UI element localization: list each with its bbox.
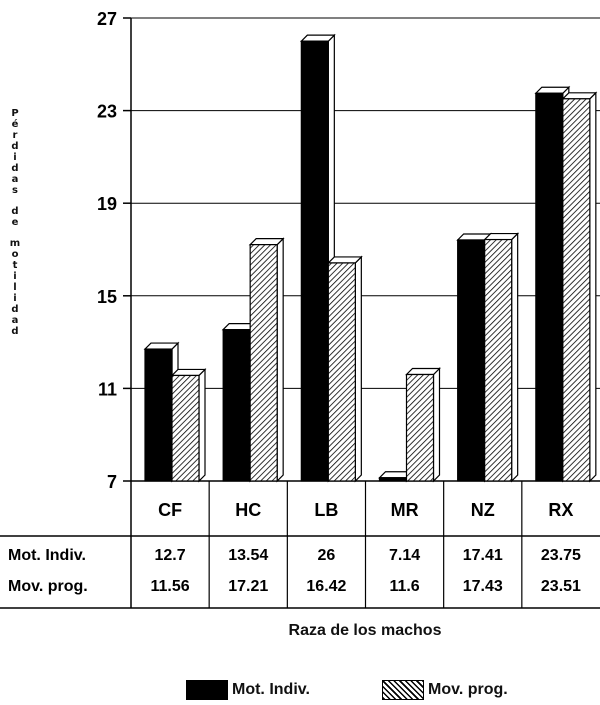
y-tick-labels: 7 11 15 19 23 27: [97, 9, 117, 492]
table-cell: 17.41: [463, 547, 503, 564]
bars: [143, 33, 598, 483]
y-label-letter: a: [11, 174, 19, 185]
bar-lb-mov-prog: [326, 255, 363, 483]
bar-front: [378, 477, 408, 482]
y-tick-label: 19: [97, 194, 117, 214]
bar-front: [171, 374, 200, 482]
bar-nz-mov-prog: [483, 232, 520, 483]
y-label-letter: o: [11, 249, 19, 260]
bar-front: [249, 244, 278, 482]
bar-top: [170, 368, 207, 377]
table-cell: 26: [318, 547, 336, 564]
bar-front: [144, 348, 173, 482]
bar-top: [534, 86, 571, 94]
y-tick-label: 7: [107, 472, 117, 492]
y-label-letter: d: [11, 163, 19, 174]
legend-item-mot-indiv: Mot. Indiv.: [186, 680, 310, 700]
bar-front: [405, 373, 435, 482]
y-label-letter: s: [12, 185, 18, 196]
category-label: NZ: [471, 500, 495, 520]
y-label-letter: é: [11, 119, 19, 130]
bar-side: [198, 367, 206, 483]
bar-front: [562, 98, 591, 482]
y-label-letter: i: [13, 271, 17, 282]
data-table: CF HC LB MR NZ RX Mot. Indiv. 12.7 13.54 26 7.14 17…: [0, 481, 600, 609]
category-label: MR: [391, 500, 419, 520]
table-cell: 23.75: [541, 547, 581, 564]
y-label-letter: r: [12, 130, 18, 141]
bar-top: [248, 238, 285, 246]
bar-top: [483, 232, 520, 241]
category-label: HC: [235, 500, 261, 520]
bar-front: [327, 262, 356, 482]
bar-mr-mov-prog: [405, 367, 441, 483]
y-tick-label: 15: [97, 287, 117, 307]
table-row-label: Mov. prog.: [8, 578, 88, 595]
bar-cf-mov-prog: [170, 367, 207, 483]
y-label-letter: d: [11, 141, 19, 152]
table-cell: 12.7: [155, 547, 186, 564]
y-label-letter: a: [11, 315, 19, 326]
table-cell: 16.42: [306, 578, 346, 595]
bar-top: [143, 342, 180, 350]
table-cell: 11.6: [389, 578, 419, 595]
legend-label: Mot. Indiv.: [232, 681, 310, 698]
legend: Mot. Indiv. Mov. prog.: [0, 680, 600, 702]
y-label-letter: d: [11, 304, 19, 315]
y-label-letter: d: [11, 326, 19, 337]
bar-side: [589, 91, 597, 483]
table-cell: 17.43: [463, 578, 503, 595]
y-tick-label: 23: [97, 102, 117, 122]
y-label-letter: d: [11, 206, 19, 217]
grid-lines: [131, 17, 600, 389]
y-label-letter: l: [13, 282, 17, 293]
bar-front: [222, 328, 251, 482]
bar-side: [354, 255, 362, 483]
legend-swatch-solid: [186, 680, 228, 700]
table-cell: 23.51: [541, 578, 581, 595]
bar-front: [535, 92, 564, 482]
bar-side: [276, 237, 284, 483]
bar-top: [561, 92, 598, 100]
bar-top: [326, 256, 363, 264]
table-cell: 13.54: [228, 547, 268, 564]
table-cell: 7.14: [389, 547, 420, 564]
bar-top: [299, 34, 336, 42]
bar-rx-mov-prog: [561, 91, 598, 483]
category-label: CF: [158, 500, 182, 520]
bar-front: [484, 238, 513, 482]
bar-front: [457, 239, 486, 482]
y-label-letter: i: [13, 293, 17, 304]
y-label-letter: P: [11, 108, 19, 119]
bar-top: [405, 367, 441, 376]
y-tick-label: 11: [98, 379, 117, 399]
category-label: RX: [548, 500, 573, 520]
legend-item-mov-prog: Mov. prog.: [382, 680, 508, 700]
table-cell: 17.21: [228, 578, 268, 595]
bar-hc-mov-prog: [248, 237, 285, 483]
category-label: LB: [314, 500, 338, 520]
bar-side: [511, 232, 519, 483]
legend-swatch-hatched: [382, 680, 424, 700]
legend-label: Mov. prog.: [428, 681, 508, 698]
y-label-letter: e: [11, 217, 19, 228]
y-label-letter: m: [9, 238, 21, 249]
y-label-letter: i: [13, 152, 17, 163]
table-row-label: Mot. Indiv.: [8, 547, 86, 564]
bar-side: [432, 367, 441, 483]
table-cell: 11.56: [151, 578, 190, 595]
y-label-letter: t: [12, 260, 18, 271]
x-axis-title: Raza de los machos: [288, 622, 442, 639]
bar-front: [300, 40, 329, 482]
y-tick-label: 27: [97, 9, 117, 29]
